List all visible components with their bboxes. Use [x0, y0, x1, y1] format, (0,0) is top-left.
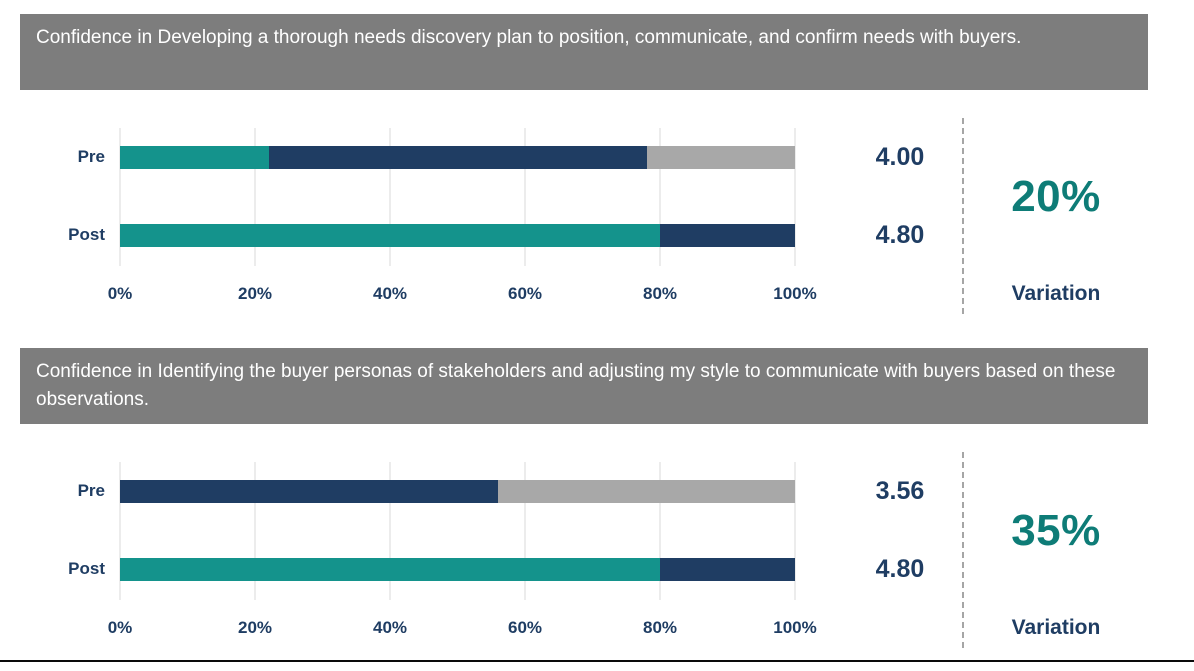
bar-track-pre [120, 145, 795, 169]
gridline [254, 128, 256, 266]
bar-segment-navy [268, 145, 647, 169]
chart-section-2: Confidence in Identifying the buyer pers… [20, 348, 1148, 656]
score-value-post: 4.80 [875, 554, 925, 583]
gridline [794, 128, 796, 266]
gridline [794, 462, 796, 600]
plot-area: Pre 4.00 Post 4.80 0% 20% 40% 60% 80% 100% [20, 90, 975, 322]
chart-body: Pre 4.00 Post 4.80 0% 20% 40% 60% 80% 100% 20… [20, 90, 1148, 322]
score-value-pre: 3.56 [875, 476, 925, 505]
x-tick-label: 100% [773, 284, 817, 303]
bar-row-pre: Pre 3.56 [20, 452, 975, 530]
bar-row-pre: Pre 4.00 [20, 118, 975, 196]
variation-panel: 20% Variation [964, 90, 1148, 322]
row-label-pre: Pre [77, 147, 105, 166]
variation-label: Variation [1011, 616, 1101, 639]
chart-title: Confidence in Identifying the buyer pers… [20, 348, 1148, 424]
page-bottom-border [0, 660, 1194, 662]
gridline [659, 462, 661, 600]
gridline [119, 128, 121, 266]
bar-rows: Pre 4.00 Post 4.80 [20, 90, 975, 274]
gridlines [119, 128, 796, 266]
bar-segment-navy [660, 557, 795, 581]
score-value-post: 4.80 [875, 220, 925, 249]
variation-panel: 35% Variation [964, 424, 1148, 656]
variation-label: Variation [1011, 282, 1101, 305]
bar-segment-navy [120, 479, 498, 503]
chart-title: Confidence in Developing a thorough need… [20, 14, 1148, 90]
chart-body: Pre 3.56 Post 4.80 0% 20% 40% 60% 80% 100% 35… [20, 424, 1148, 656]
bar-segments [120, 145, 795, 169]
bar-segment-gray [646, 145, 795, 169]
gridline [254, 462, 256, 600]
bar-rows: Pre 3.56 Post 4.80 [20, 424, 975, 608]
dashed-divider [962, 452, 964, 648]
x-tick-label: 80% [642, 284, 678, 303]
chart-section-1: Confidence in Developing a thorough need… [20, 14, 1148, 322]
row-label-pre: Pre [77, 481, 105, 500]
bar-segment-teal [120, 557, 660, 581]
bar-segment-teal [120, 145, 269, 169]
variation-value: 20% [1011, 172, 1101, 221]
gridline [659, 128, 661, 266]
bar-track-post [120, 557, 795, 581]
bar-segment-teal [120, 223, 660, 247]
dashed-divider [962, 118, 964, 314]
gridline [389, 128, 391, 266]
gridline [524, 128, 526, 266]
gridline [389, 462, 391, 600]
variation-value: 35% [1011, 506, 1101, 555]
gridline [119, 462, 121, 600]
x-tick-label: 40% [372, 618, 408, 637]
row-label-post: Post [68, 559, 105, 578]
bar-segments [120, 479, 795, 503]
x-tick-label: 60% [507, 618, 543, 637]
x-tick-label: 60% [507, 284, 543, 303]
bar-segments [120, 223, 795, 247]
row-label-post: Post [68, 225, 105, 244]
x-tick-label: 40% [372, 284, 408, 303]
bar-track-pre [120, 479, 795, 503]
bar-track-post [120, 223, 795, 247]
score-value-pre: 4.00 [875, 142, 925, 171]
x-tick-label: 100% [773, 618, 817, 637]
plot-area: Pre 3.56 Post 4.80 0% 20% 40% 60% 80% 100% [20, 424, 975, 656]
x-tick-label: 20% [237, 618, 273, 637]
gridline [524, 462, 526, 600]
bar-row-post: Post 4.80 [20, 196, 975, 274]
bar-row-post: Post 4.80 [20, 530, 975, 608]
x-tick-label: 0% [107, 284, 133, 303]
x-axis: 0% 20% 40% 60% 80% 100% [108, 284, 817, 308]
x-tick-label: 80% [642, 618, 678, 637]
x-tick-label: 0% [107, 618, 133, 637]
bar-segment-gray [498, 479, 795, 503]
gridlines [119, 462, 796, 600]
bar-segment-navy [660, 223, 795, 247]
x-axis: 0% 20% 40% 60% 80% 100% [108, 618, 817, 642]
bar-segments [120, 557, 795, 581]
x-tick-label: 20% [237, 284, 273, 303]
